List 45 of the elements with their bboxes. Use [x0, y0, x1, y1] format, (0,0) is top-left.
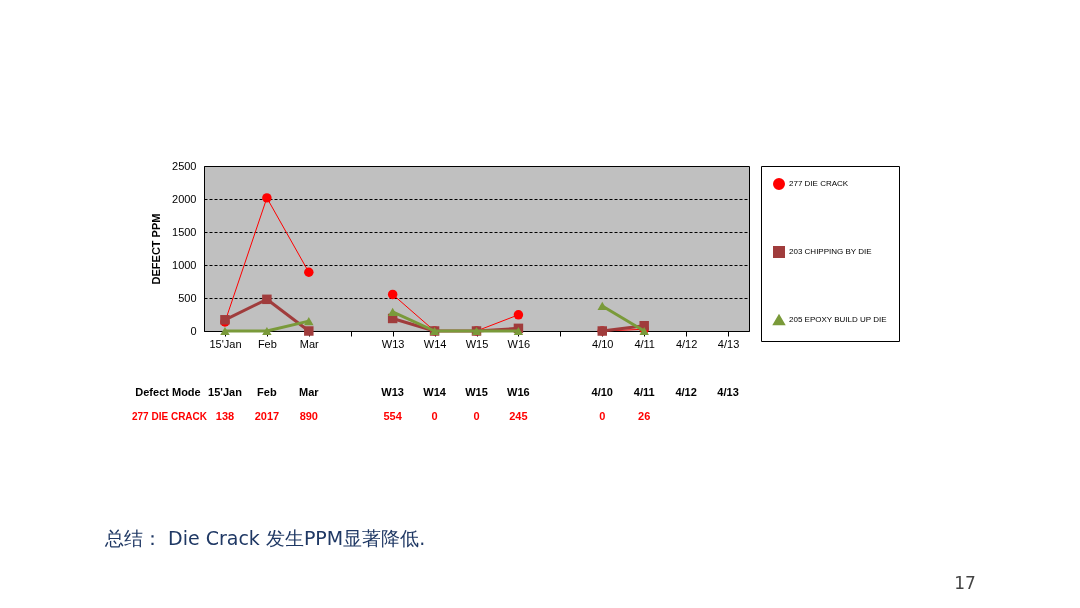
- y-tick-label: 1000: [172, 258, 197, 271]
- data-label: 245: [509, 410, 528, 422]
- data-label: 0: [431, 410, 438, 422]
- x-tick-label: 4/11: [634, 337, 655, 350]
- data-label: 0: [599, 410, 606, 422]
- x-tick-label: 4/10: [592, 337, 614, 350]
- category-label: W16: [507, 386, 530, 398]
- text: Defect Mode: [135, 386, 201, 398]
- category-label: 15'Jan: [208, 386, 242, 398]
- text: 277 DIE CRACK: [132, 411, 208, 422]
- data-label: 26: [638, 410, 651, 422]
- x-tick-label: W13: [381, 337, 405, 350]
- x-tick-label: Mar: [299, 337, 320, 350]
- category-label: 4/11: [633, 386, 655, 398]
- y-tick-label: 2500: [172, 159, 197, 172]
- data-label: 2017: [254, 410, 280, 422]
- data-label: 890: [299, 410, 318, 422]
- category-label: 4/10: [591, 386, 613, 398]
- text: 总结： Die Crack 发生PPM显著降低.: [104, 527, 426, 549]
- category-label: W15: [465, 386, 488, 398]
- y-axis-title: DEFECT PPM: [150, 213, 163, 285]
- category-label: 4/13: [717, 386, 739, 398]
- y-tick-label: 1500: [172, 225, 197, 238]
- category-label: 4/12: [675, 386, 697, 398]
- category-label: Feb: [257, 386, 277, 398]
- data-label: 138: [215, 410, 235, 422]
- x-tick-label: W14: [423, 337, 447, 350]
- legend-label: 205 EPOXY BUILD UP DIE: [789, 315, 887, 324]
- category-label: Mar: [299, 386, 319, 398]
- x-tick-label: Feb: [257, 337, 277, 350]
- x-tick-label: W15: [465, 337, 489, 350]
- category-label: W14: [423, 386, 446, 398]
- x-tick-label: 15'Jan: [209, 337, 242, 350]
- y-tick-label: 500: [178, 291, 197, 304]
- legend-label: 277 DIE CRACK: [789, 179, 849, 188]
- y-tick-label: 2000: [172, 192, 197, 205]
- y-tick-label: 0: [190, 324, 197, 337]
- x-tick-label: 4/13: [717, 337, 740, 350]
- legend-label: 203 CHIPPING BY DIE: [789, 247, 872, 256]
- text: 17: [954, 573, 976, 593]
- category-label: W13: [381, 386, 404, 398]
- data-label: 0: [473, 410, 480, 422]
- x-tick-label: W16: [507, 337, 531, 350]
- data-label: 554: [383, 410, 403, 422]
- x-tick-label: 4/12: [675, 337, 698, 350]
